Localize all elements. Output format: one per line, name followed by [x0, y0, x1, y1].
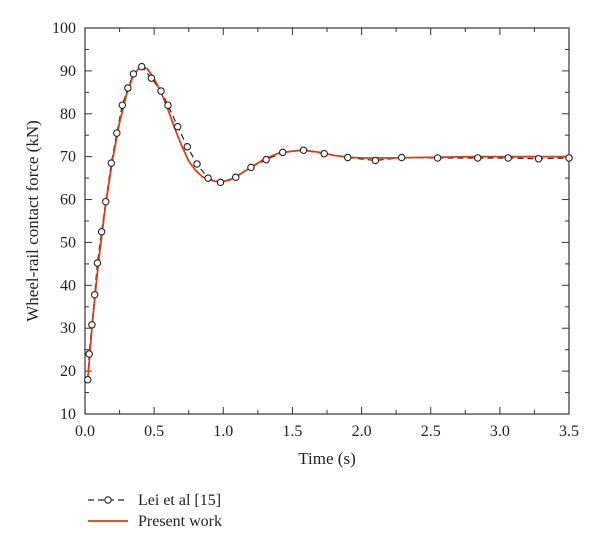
y-tick-label: 60: [60, 192, 76, 209]
y-axis-title: Wheel-rail contact force (kN): [23, 120, 42, 322]
data-point-lei: [343, 153, 352, 162]
data-point-lei: [247, 163, 255, 172]
series-layer: [84, 62, 573, 384]
x-axis-ticks: 0.0 0.5 1.0 1.5 2.0 2.5 3.0 3.5: [75, 28, 579, 440]
legend-label-present-work: Present work: [138, 513, 222, 530]
data-point-lei: [262, 155, 270, 164]
data-point-lei: [299, 146, 308, 154]
x-tick-label: 2.5: [421, 423, 441, 440]
series-line-present-work: [86, 65, 569, 380]
legend-item-lei: Lei et al [15]: [88, 492, 221, 509]
data-point-lei: [93, 259, 102, 267]
y-tick-label: 50: [60, 234, 76, 251]
series-line-lei: [87, 65, 570, 380]
data-point-lei: [90, 291, 99, 299]
data-point-lei: [216, 178, 225, 187]
x-axis-title: Time (s): [298, 449, 355, 468]
data-point-lei: [157, 87, 165, 95]
x-tick-label: 3.0: [490, 423, 510, 440]
data-point-lei: [397, 153, 406, 162]
data-point-lei: [433, 154, 442, 162]
y-tick-label: 40: [60, 277, 76, 294]
data-point-lei: [183, 143, 192, 151]
data-point-lei: [97, 227, 106, 236]
data-point-lei: [137, 62, 146, 71]
y-tick-label: 20: [60, 363, 76, 380]
y-tick-label: 100: [52, 20, 76, 37]
data-point-lei: [504, 154, 512, 162]
data-point-lei: [193, 160, 201, 168]
data-point-lei: [113, 129, 121, 137]
y-tick-label: 70: [60, 149, 76, 166]
data-point-lei: [118, 101, 127, 109]
x-tick-label: 0.0: [75, 423, 95, 440]
data-point-lei: [231, 173, 240, 182]
x-tick-label: 0.5: [144, 423, 164, 440]
y-tick-label: 10: [60, 406, 76, 423]
y-tick-label: 30: [60, 320, 76, 337]
data-point-lei: [204, 174, 212, 182]
data-point-lei: [88, 321, 96, 329]
x-tick-label: 3.5: [559, 423, 579, 440]
data-point-lei: [565, 154, 573, 162]
data-point-lei: [173, 122, 182, 131]
data-point-lei: [320, 149, 328, 158]
y-axis-ticks: 10 20 30 40 50 60 70 80 90 100: [52, 20, 569, 423]
data-point-lei: [534, 155, 543, 163]
data-point-lei: [124, 84, 132, 92]
data-point-lei: [129, 70, 138, 78]
data-point-lei: [85, 350, 93, 358]
legend: Lei et al [15] Present work: [88, 492, 222, 530]
y-tick-label: 90: [60, 63, 76, 80]
x-tick-label: 1.5: [282, 423, 302, 440]
data-point-lei: [164, 101, 172, 109]
data-point-lei: [473, 154, 482, 162]
data-point-lei: [278, 148, 287, 157]
data-point-lei: [84, 375, 92, 384]
x-tick-label: 2.0: [352, 423, 372, 440]
data-point-lei: [107, 159, 116, 167]
legend-label-lei: Lei et al [15]: [138, 492, 221, 509]
legend-swatch-lei-marker: [104, 496, 112, 504]
data-point-lei: [101, 197, 110, 206]
data-point-lei: [371, 156, 380, 165]
legend-item-present-work: Present work: [88, 513, 222, 530]
y-tick-label: 80: [60, 106, 76, 123]
data-point-lei: [147, 74, 156, 82]
x-tick-label: 1.0: [213, 423, 233, 440]
